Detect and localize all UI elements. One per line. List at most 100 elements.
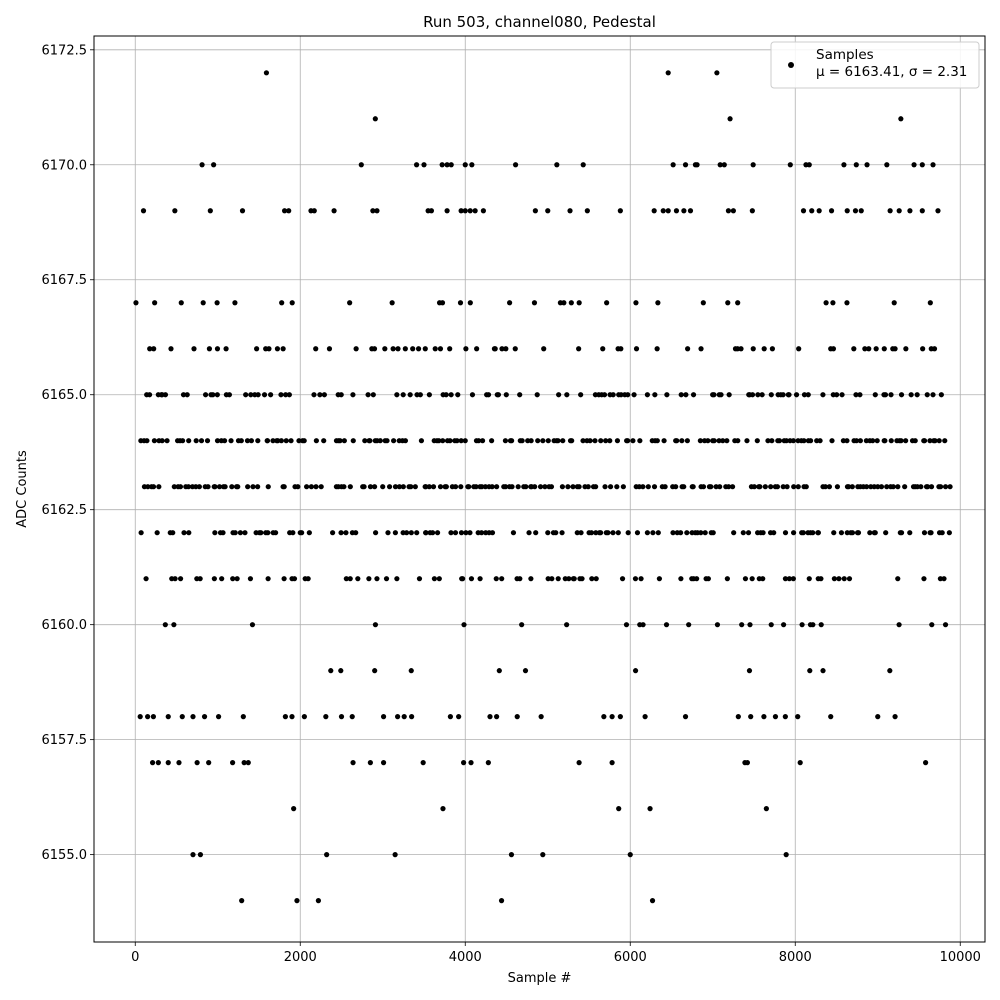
data-point xyxy=(604,300,610,306)
data-point xyxy=(193,484,199,490)
data-point xyxy=(800,530,806,536)
data-point xyxy=(374,208,380,214)
x-tick-label: 0 xyxy=(131,950,139,965)
data-point xyxy=(180,392,187,398)
data-point xyxy=(394,576,400,582)
data-point xyxy=(261,392,268,398)
data-point xyxy=(585,484,591,490)
data-point xyxy=(514,714,520,720)
data-point xyxy=(810,530,816,536)
data-point xyxy=(171,484,177,490)
data-point xyxy=(190,852,196,858)
data-point xyxy=(487,714,493,720)
data-point xyxy=(652,392,658,398)
data-point xyxy=(769,438,775,444)
data-point xyxy=(479,484,485,490)
data-point xyxy=(338,714,345,720)
data-point xyxy=(783,438,789,444)
data-point xyxy=(888,438,894,444)
data-point xyxy=(852,208,859,214)
data-point xyxy=(384,438,390,444)
data-point xyxy=(467,300,473,306)
data-point xyxy=(545,576,551,582)
data-point xyxy=(447,346,453,352)
data-point xyxy=(454,438,460,444)
data-point xyxy=(313,346,319,352)
data-point xyxy=(795,714,801,720)
data-point xyxy=(489,484,495,490)
legend: Samples μ = 6163.41, σ = 2.31 xyxy=(770,41,980,89)
data-point xyxy=(924,484,931,490)
data-point xyxy=(895,576,901,582)
data-point xyxy=(911,162,917,168)
data-point xyxy=(198,438,205,444)
data-point xyxy=(844,300,850,306)
data-point xyxy=(370,208,376,214)
data-point xyxy=(686,622,692,628)
data-point xyxy=(159,438,165,444)
data-point xyxy=(383,576,390,582)
data-point xyxy=(625,438,631,444)
y-tick-label: 6162.5 xyxy=(42,503,88,518)
data-point xyxy=(844,438,850,444)
data-point xyxy=(390,346,396,352)
data-point xyxy=(937,576,944,582)
data-point xyxy=(489,438,495,444)
data-point xyxy=(820,392,826,398)
data-point xyxy=(423,530,429,536)
plot-area-frame xyxy=(93,35,986,943)
data-point xyxy=(402,346,408,352)
data-point xyxy=(750,346,756,352)
data-point xyxy=(700,484,707,490)
data-point xyxy=(760,576,766,582)
data-point xyxy=(740,530,746,536)
data-point xyxy=(250,484,256,490)
data-point xyxy=(710,530,716,536)
data-point xyxy=(416,576,423,582)
data-point xyxy=(921,438,928,444)
data-point xyxy=(434,530,441,536)
data-point xyxy=(463,346,469,352)
data-point xyxy=(617,714,623,720)
data-point xyxy=(485,392,492,398)
data-point xyxy=(898,392,905,398)
data-point xyxy=(768,622,774,628)
data-point xyxy=(790,530,797,536)
data-point xyxy=(570,484,576,490)
data-point xyxy=(927,438,933,444)
data-point xyxy=(678,392,684,398)
data-point xyxy=(725,208,732,214)
data-point xyxy=(561,300,567,306)
data-point xyxy=(372,668,378,674)
data-point xyxy=(410,346,416,352)
data-point xyxy=(151,346,157,352)
data-point xyxy=(855,530,862,536)
data-point xyxy=(660,208,666,214)
data-point xyxy=(768,484,774,490)
data-point xyxy=(566,576,572,582)
data-point xyxy=(830,300,836,306)
data-point xyxy=(795,484,801,490)
data-point xyxy=(907,530,913,536)
data-point xyxy=(862,346,868,352)
data-point xyxy=(533,530,539,536)
data-point xyxy=(145,714,151,720)
data-point xyxy=(463,530,469,536)
data-point xyxy=(528,576,534,582)
data-point xyxy=(749,392,756,398)
data-point xyxy=(735,714,741,720)
data-point xyxy=(515,484,521,490)
data-point xyxy=(265,576,271,582)
data-point xyxy=(473,484,479,490)
data-point xyxy=(510,530,517,536)
data-point xyxy=(836,576,842,582)
data-point xyxy=(273,530,279,536)
data-point xyxy=(232,530,238,536)
data-point xyxy=(421,162,427,168)
data-point xyxy=(697,438,703,444)
data-point xyxy=(687,208,694,214)
data-point xyxy=(731,530,737,536)
data-point xyxy=(144,438,150,444)
data-point xyxy=(738,346,744,352)
data-point xyxy=(746,668,753,674)
